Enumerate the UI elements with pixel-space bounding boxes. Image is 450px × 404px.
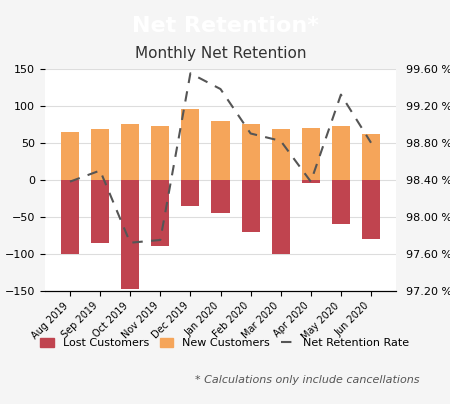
Bar — [121, 180, 139, 289]
Bar — [212, 180, 230, 213]
Bar — [212, 120, 230, 180]
Bar — [61, 132, 79, 180]
Bar — [302, 180, 320, 183]
Bar — [91, 180, 109, 243]
Text: Net Retention*: Net Retention* — [131, 16, 319, 36]
Bar — [362, 134, 380, 180]
Bar — [272, 129, 290, 180]
Bar — [242, 180, 260, 231]
Bar — [332, 126, 350, 180]
Bar — [91, 129, 109, 180]
Legend: Lost Customers, New Customers, Net Retention Rate: Lost Customers, New Customers, Net Reten… — [36, 334, 414, 353]
Bar — [151, 180, 169, 246]
Bar — [61, 180, 79, 254]
Text: * Calculations only include cancellations: * Calculations only include cancellation… — [195, 375, 419, 385]
Bar — [242, 124, 260, 180]
Bar — [332, 180, 350, 224]
Bar — [181, 109, 199, 180]
Bar — [121, 124, 139, 180]
Title: Monthly Net Retention: Monthly Net Retention — [135, 46, 306, 61]
Bar — [151, 126, 169, 180]
Bar — [302, 128, 320, 180]
Bar — [181, 180, 199, 206]
Bar — [272, 180, 290, 254]
Bar — [362, 180, 380, 239]
